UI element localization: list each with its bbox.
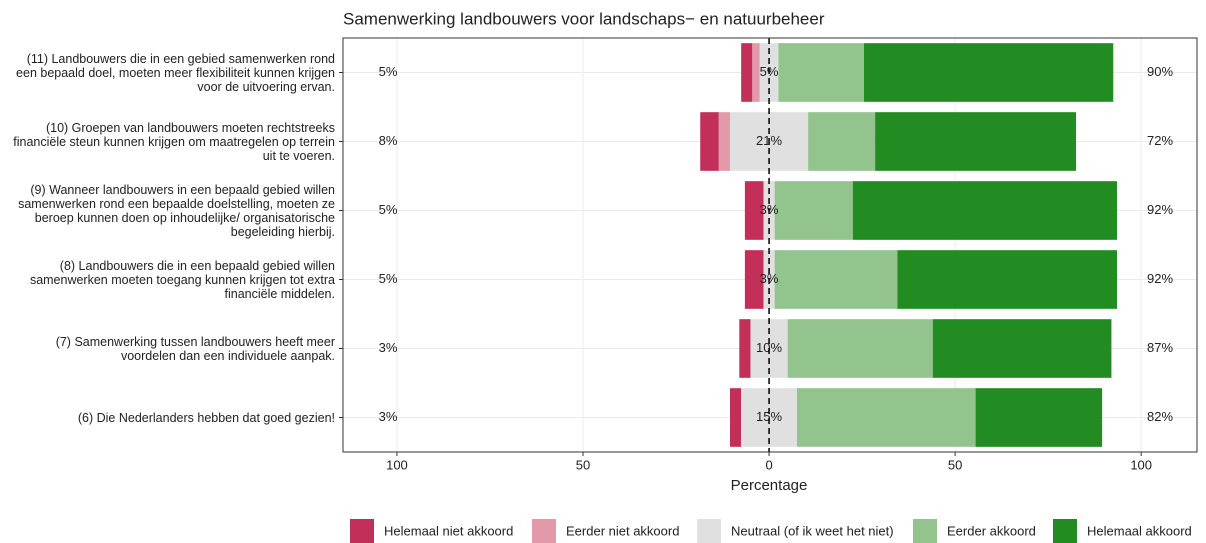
legend-swatch xyxy=(532,519,556,543)
bar-segment xyxy=(741,388,797,447)
bar-segment xyxy=(875,112,1077,171)
bar-segment xyxy=(744,181,764,240)
bar-segment xyxy=(897,250,1117,309)
legend-label: Helemaal akkoord xyxy=(1087,523,1192,538)
bar-segment xyxy=(718,112,730,171)
right-total-label: 90% xyxy=(1147,64,1173,79)
neutral-label: 15% xyxy=(756,409,782,424)
category-label: (11) Landbouwers die in een gebied samen… xyxy=(16,51,335,94)
right-total-label: 82% xyxy=(1147,409,1173,424)
bar-segment xyxy=(774,181,853,240)
bar-segment xyxy=(741,43,753,102)
bar-segment xyxy=(752,43,760,102)
x-tick-label: 0 xyxy=(765,457,772,472)
bar-segment xyxy=(729,388,742,447)
x-tick-label: 100 xyxy=(386,457,408,472)
right-total-label: 72% xyxy=(1147,133,1173,148)
left-total-label: 5% xyxy=(379,271,398,286)
category-label: (6) Die Nederlanders hebben dat goed gez… xyxy=(77,410,335,425)
left-total-label: 5% xyxy=(379,64,398,79)
bar-segment xyxy=(744,250,764,309)
x-tick-label: 100 xyxy=(1130,457,1152,472)
right-total-label: 92% xyxy=(1147,202,1173,217)
bar-segment xyxy=(852,181,1117,240)
x-tick-label: 50 xyxy=(948,457,962,472)
bar-segment xyxy=(778,43,864,102)
left-total-label: 5% xyxy=(379,202,398,217)
category-label: (7) Samenwerking tussen landbouwers heef… xyxy=(55,334,335,363)
left-total-label: 3% xyxy=(379,409,398,424)
bar-segment xyxy=(739,319,751,378)
legend-swatch xyxy=(913,519,937,543)
left-total-label: 3% xyxy=(379,340,398,355)
category-label: (8) Landbouwers die in een bepaald gebie… xyxy=(29,258,335,301)
legend-swatch xyxy=(350,519,374,543)
legend-label: Eerder niet akkoord xyxy=(566,523,679,538)
neutral-label: 10% xyxy=(756,340,782,355)
legend-label: Neutraal (of ik weet het niet) xyxy=(731,523,894,538)
legend-swatch xyxy=(1053,519,1077,543)
x-axis-title: Percentage xyxy=(731,477,808,494)
bar-segment xyxy=(796,388,976,447)
left-total-label: 8% xyxy=(379,133,398,148)
right-total-label: 87% xyxy=(1147,340,1173,355)
bar-segment xyxy=(808,112,876,171)
right-total-label: 92% xyxy=(1147,271,1173,286)
bar-segment xyxy=(863,43,1114,102)
chart-title: Samenwerking landbouwers voor landschaps… xyxy=(343,9,825,28)
legend-label: Helemaal niet akkoord xyxy=(384,523,513,538)
panel-border xyxy=(342,37,1198,453)
bar-segment xyxy=(700,112,719,171)
legend-swatch xyxy=(697,519,721,543)
bar-segment xyxy=(774,250,898,309)
category-label: (10) Groepen van landbouwers moeten rech… xyxy=(13,120,335,163)
category-label: (9) Wanneer landbouwers in een bepaald g… xyxy=(18,182,335,239)
bar-segment xyxy=(932,319,1112,378)
bar-segment xyxy=(975,388,1103,447)
legend-label: Eerder akkoord xyxy=(947,523,1036,538)
bar-segment xyxy=(787,319,933,378)
x-tick-label: 50 xyxy=(576,457,590,472)
